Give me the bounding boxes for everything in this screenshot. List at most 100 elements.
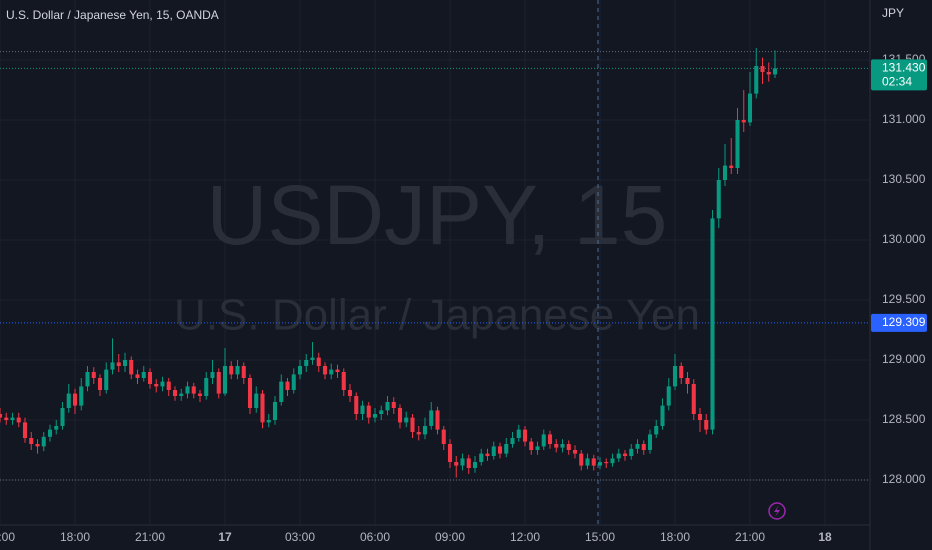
candle [635, 439, 640, 454]
candle [204, 372, 209, 400]
candle-body [110, 362, 115, 370]
candle-body [104, 369, 109, 390]
candle-body [716, 180, 721, 219]
candle [485, 448, 490, 461]
candle [222, 348, 228, 396]
candle [329, 363, 334, 380]
candle-body [172, 390, 178, 396]
alert-bolt [774, 505, 780, 517]
candle-body [485, 453, 490, 456]
candle-body [372, 414, 378, 418]
x-tick-label: 18 [818, 530, 832, 544]
candle [79, 378, 84, 411]
candle [360, 400, 365, 420]
candle [154, 379, 159, 393]
candle-body [160, 381, 165, 387]
candle-body [391, 402, 396, 408]
candle-body [722, 165, 728, 180]
candle-body [304, 360, 309, 366]
candle-body [29, 438, 34, 444]
last-price-box [871, 59, 927, 91]
candle-body [460, 458, 465, 466]
candle [672, 354, 678, 390]
candle-body [260, 393, 265, 423]
candle-body [747, 93, 753, 123]
symbol-title[interactable]: U.S. Dollar / Japanese Yen, 15, OANDA [6, 8, 219, 22]
candle [722, 144, 728, 186]
candle [760, 57, 765, 84]
candle-body [554, 444, 559, 448]
candle-body [266, 420, 271, 423]
candle-body [154, 384, 159, 387]
candle [116, 354, 121, 372]
candle-body [85, 372, 90, 387]
candle [166, 378, 171, 396]
last-price-label: 131.430 [882, 61, 926, 75]
candle-body [285, 381, 290, 390]
candle-body [329, 369, 334, 375]
candle [429, 402, 434, 430]
candle [535, 441, 540, 455]
candle [160, 376, 165, 392]
candle-body [347, 390, 353, 396]
candle [666, 378, 671, 411]
candle-body [197, 393, 203, 396]
candle [254, 386, 259, 413]
candle [654, 420, 659, 438]
candle [529, 438, 534, 455]
candle [622, 450, 628, 461]
candle-body [547, 434, 553, 444]
candle [716, 168, 721, 228]
candle-body [404, 417, 409, 423]
candle-body [522, 429, 528, 442]
candle-body [191, 386, 196, 394]
candle-body [691, 384, 696, 414]
candle-body [247, 378, 253, 408]
candle [591, 454, 596, 471]
candle-body [297, 366, 303, 375]
candle [685, 372, 690, 394]
candle [210, 360, 215, 384]
candle-body [354, 396, 359, 414]
alert-icon[interactable] [768, 502, 786, 520]
candle-body [654, 426, 659, 435]
candle [372, 408, 378, 423]
candle-body [210, 372, 215, 378]
candle-body [397, 408, 403, 423]
candle [110, 338, 115, 375]
candle-body [422, 426, 428, 435]
candle-body [116, 362, 121, 366]
candle-body [135, 374, 140, 378]
candle [191, 382, 196, 399]
candle-body [379, 410, 384, 414]
candle [197, 390, 203, 402]
candle [47, 424, 53, 442]
y-tick-label: 130.000 [882, 232, 926, 246]
candle-body [510, 438, 515, 444]
candle-body [754, 66, 759, 94]
candle-body [516, 429, 521, 438]
candle [741, 90, 746, 132]
candle [435, 406, 440, 435]
candle-body [704, 420, 709, 430]
candle-body [35, 444, 40, 447]
candle [579, 450, 584, 471]
x-tick-label: 15:00 [0, 530, 15, 544]
currency-label: JPY [882, 6, 904, 20]
y-tick-label: 130.500 [882, 172, 926, 186]
candle [54, 420, 59, 435]
candle-body [141, 372, 146, 378]
candle-body [491, 446, 496, 456]
candle [610, 453, 615, 467]
candle [241, 362, 246, 384]
candle [629, 444, 634, 460]
x-tick-label: 12:00 [510, 530, 540, 544]
candle [72, 388, 78, 414]
candle-body [497, 446, 503, 454]
candle [679, 362, 684, 384]
candle-body [597, 462, 603, 466]
watermark-subtitle: U.S. Dollar / Japanese Yen [174, 291, 700, 340]
candle [347, 384, 353, 402]
